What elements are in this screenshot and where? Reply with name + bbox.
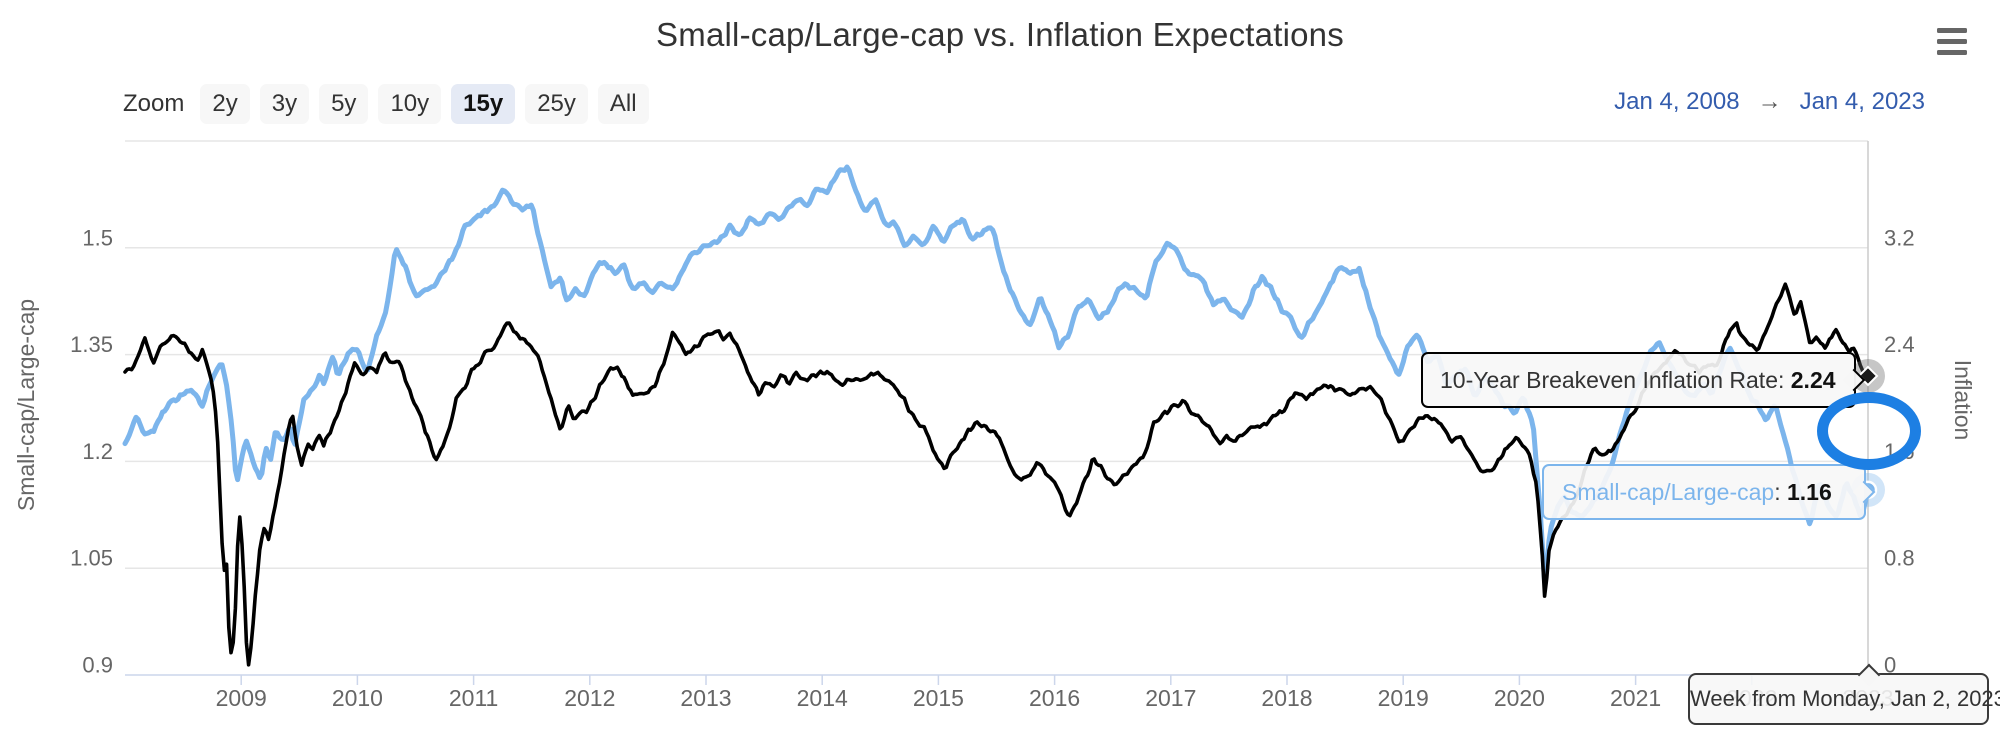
hamburger-icon — [1937, 28, 1967, 33]
svg-text:2016: 2016 — [1029, 685, 1080, 711]
range-button-3y[interactable]: 3y — [259, 84, 310, 124]
date-range: Jan 4, 2008 → Jan 4, 2023 — [1614, 88, 1925, 116]
svg-text:0: 0 — [1884, 653, 1896, 678]
range-button-all[interactable]: All — [597, 84, 649, 124]
tooltip-inflation-rate: 10-Year Breakeven Inflation Rate: 2.24 — [1421, 352, 1866, 408]
tooltip-date-text: Week from Monday, Jan 2, 2023 — [1690, 686, 2000, 711]
svg-text:2019: 2019 — [1378, 685, 1429, 711]
zoom-label: Zoom — [123, 90, 185, 117]
svg-text:2012: 2012 — [564, 685, 615, 711]
svg-text:3.2: 3.2 — [1884, 225, 1915, 250]
range-input-from[interactable]: Jan 4, 2008 — [1614, 88, 1740, 115]
svg-text:Small-cap/Large-cap: Small-cap/Large-cap — [13, 299, 39, 511]
svg-text:Inflation: Inflation — [1950, 360, 1976, 441]
range-button-10y[interactable]: 10y — [378, 84, 442, 124]
svg-text:2017: 2017 — [1145, 685, 1196, 711]
tooltip-value: 2.24 — [1790, 367, 1836, 393]
svg-text:0.8: 0.8 — [1884, 546, 1915, 571]
svg-text:2014: 2014 — [797, 685, 848, 711]
svg-text:2015: 2015 — [913, 685, 964, 711]
range-button-2y[interactable]: 2y — [200, 84, 250, 124]
svg-text:2010: 2010 — [332, 685, 383, 711]
svg-text:2.4: 2.4 — [1884, 332, 1915, 357]
svg-text:1.2: 1.2 — [82, 439, 113, 464]
range-button-5y[interactable]: 5y — [319, 84, 369, 124]
tooltip-smallcap-ratio: Small-cap/Large-cap: 1.16 — [1542, 464, 1876, 520]
svg-text:2011: 2011 — [449, 685, 498, 711]
svg-text:1.35: 1.35 — [70, 332, 113, 357]
context-menu-button[interactable] — [1933, 28, 1971, 62]
tooltip-value: 1.16 — [1787, 479, 1832, 505]
svg-text:0.9: 0.9 — [82, 653, 113, 678]
svg-text:1.05: 1.05 — [70, 546, 113, 571]
svg-text:1.5: 1.5 — [82, 225, 113, 250]
arrow-right-icon: → — [1757, 88, 1782, 115]
range-button-25y[interactable]: 25y — [525, 84, 588, 124]
svg-text:2020: 2020 — [1494, 685, 1545, 711]
range-input-to[interactable]: Jan 4, 2023 — [1799, 88, 1925, 115]
tooltip-series-name: 10-Year Breakeven Inflation Rate — [1440, 367, 1778, 393]
svg-text:2018: 2018 — [1261, 685, 1312, 711]
svg-text:2013: 2013 — [680, 685, 731, 711]
svg-text:2021: 2021 — [1610, 685, 1661, 711]
svg-text:2009: 2009 — [216, 685, 267, 711]
page-title: Small-cap/Large-cap vs. Inflation Expect… — [656, 16, 1344, 53]
tooltip-series-name: Small-cap/Large-cap — [1562, 479, 1775, 505]
xaxis-date-tooltip: Week from Monday, Jan 2, 2023 — [1688, 663, 2000, 725]
range-button-15y[interactable]: 15y — [451, 84, 516, 124]
range-selector: Zoom 2y 3y 5y 10y 15y 25y All — [123, 84, 659, 124]
highlight-ellipse-annotation — [1817, 392, 1921, 470]
